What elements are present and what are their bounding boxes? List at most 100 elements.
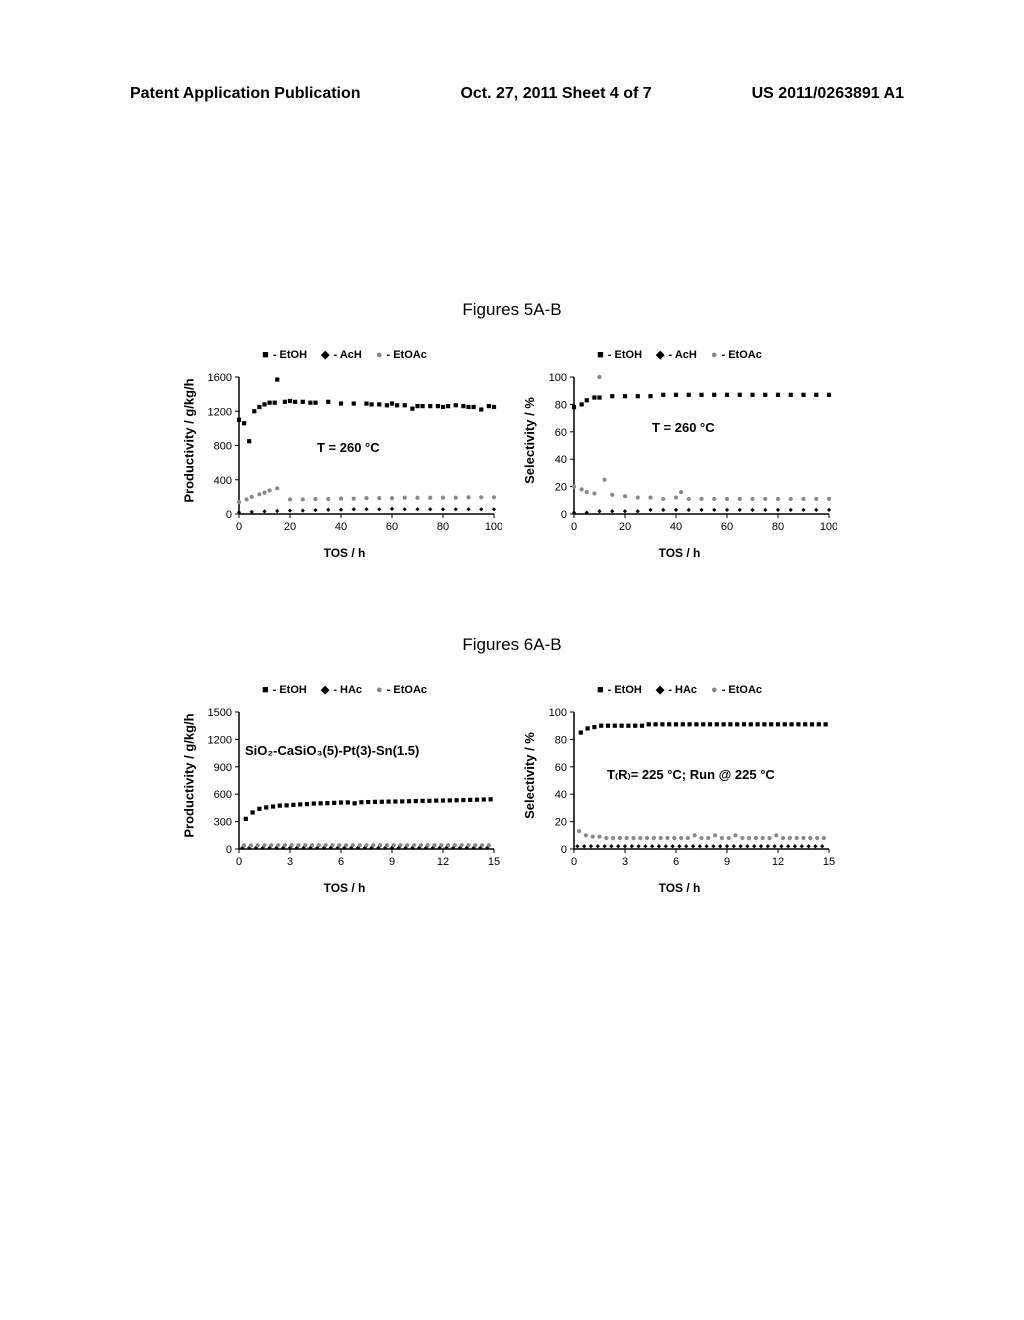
- xlabel-5b: TOS / h: [522, 546, 837, 560]
- legend-item-etoh: ■- EtOH: [262, 348, 307, 361]
- svg-text:100: 100: [485, 521, 502, 533]
- legend-item-etoac: ●- EtOAc: [376, 348, 427, 361]
- svg-text:20: 20: [284, 521, 296, 533]
- legend-item-etoac: ●- EtOAc: [376, 683, 427, 696]
- chart-5a-box: ■- EtOH ◆- AcH ●- EtOAc Productivity / g…: [187, 348, 502, 560]
- svg-text:3: 3: [287, 856, 293, 868]
- svg-text:15: 15: [823, 856, 835, 868]
- annotation-5b: T = 260 °C: [652, 420, 715, 435]
- svg-text:80: 80: [772, 521, 784, 533]
- square-icon: ■: [597, 684, 604, 696]
- svg-text:80: 80: [437, 521, 449, 533]
- xlabel-5a: TOS / h: [187, 546, 502, 560]
- svg-text:600: 600: [214, 789, 232, 801]
- svg-text:3: 3: [622, 856, 628, 868]
- svg-text:400: 400: [214, 475, 232, 487]
- svg-text:6: 6: [673, 856, 679, 868]
- svg-text:9: 9: [724, 856, 730, 868]
- svg-text:0: 0: [571, 856, 577, 868]
- svg-text:1500: 1500: [208, 707, 232, 719]
- svg-text:20: 20: [555, 482, 567, 494]
- svg-text:1200: 1200: [208, 734, 232, 746]
- diamond-icon: ◆: [656, 348, 664, 361]
- ylabel-5a: Productivity / g/kg/h: [182, 378, 197, 502]
- svg-text:300: 300: [214, 817, 232, 829]
- svg-text:0: 0: [236, 856, 242, 868]
- square-icon: ■: [262, 684, 269, 696]
- circle-icon: ●: [376, 684, 383, 696]
- legend-5b: ■- EtOH ◆- AcH ●- EtOAc: [522, 348, 837, 361]
- ylabel-5b: Selectivity / %: [522, 397, 537, 484]
- legend-item-etoac: ●- EtOAc: [711, 683, 762, 696]
- legend-item-etoh: ■- EtOH: [597, 683, 642, 696]
- legend-6a: ■- EtOH ◆- HAc ●- EtOAc: [187, 683, 502, 696]
- svg-text:1600: 1600: [208, 372, 232, 384]
- header-right: US 2011/0263891 A1: [752, 85, 904, 103]
- svg-text:900: 900: [214, 762, 232, 774]
- svg-text:0: 0: [561, 509, 567, 521]
- xlabel-6b: TOS / h: [522, 881, 837, 895]
- chart-5b-svg: 0 20 40 60 80 100 0 20 40 60 80 100: [522, 367, 837, 542]
- svg-text:12: 12: [437, 856, 449, 868]
- svg-text:40: 40: [555, 454, 567, 466]
- svg-text:100: 100: [820, 521, 837, 533]
- svg-text:100: 100: [549, 372, 567, 384]
- svg-text:40: 40: [335, 521, 347, 533]
- diamond-icon: ◆: [321, 683, 329, 696]
- svg-text:60: 60: [386, 521, 398, 533]
- chart-6b-box: ■- EtOH ◆- HAc ●- EtOAc Selectivity / % …: [522, 683, 837, 895]
- svg-text:0: 0: [236, 521, 242, 533]
- legend-item-ach: ◆- AcH: [656, 348, 697, 361]
- svg-text:80: 80: [555, 734, 567, 746]
- square-icon: ■: [597, 349, 604, 361]
- legend-item-ach: ◆- AcH: [321, 348, 362, 361]
- legend-item-hac: ◆- HAc: [656, 683, 697, 696]
- svg-text:60: 60: [555, 427, 567, 439]
- svg-text:100: 100: [549, 707, 567, 719]
- svg-text:15: 15: [488, 856, 500, 868]
- circle-icon: ●: [376, 349, 383, 361]
- legend-item-etoac: ●- EtOAc: [711, 348, 762, 361]
- svg-text:9: 9: [389, 856, 395, 868]
- ylabel-6a: Productivity / g/kg/h: [182, 713, 197, 837]
- svg-text:60: 60: [555, 762, 567, 774]
- chart-6a-svg: 0 300 600 900 1200 1500 0 3 6 9 12 15: [187, 702, 502, 877]
- page-content: Figures 5A-B ■- EtOH ◆- AcH ●- EtOAc Pro…: [0, 260, 1024, 907]
- svg-text:20: 20: [619, 521, 631, 533]
- circle-icon: ●: [711, 684, 718, 696]
- chart-6b-svg: 0 20 40 60 80 100 0 3 6 9 12 15: [522, 702, 837, 877]
- xlabel-6a: TOS / h: [187, 881, 502, 895]
- svg-text:80: 80: [555, 399, 567, 411]
- svg-text:20: 20: [555, 817, 567, 829]
- legend-item-etoh: ■- EtOH: [262, 683, 307, 696]
- chart-6a-box: ■- EtOH ◆- HAc ●- EtOAc Productivity / g…: [187, 683, 502, 895]
- svg-text:12: 12: [772, 856, 784, 868]
- svg-text:40: 40: [670, 521, 682, 533]
- legend-5a: ■- EtOH ◆- AcH ●- EtOAc: [187, 348, 502, 361]
- svg-text:40: 40: [555, 789, 567, 801]
- svg-text:1200: 1200: [208, 406, 232, 418]
- annotation-6b: T₍R₎= 225 °C; Run @ 225 °C: [607, 767, 775, 783]
- chart-5b-box: ■- EtOH ◆- AcH ●- EtOAc Selectivity / % …: [522, 348, 837, 560]
- svg-text:0: 0: [226, 844, 232, 856]
- diamond-icon: ◆: [656, 683, 664, 696]
- svg-text:6: 6: [338, 856, 344, 868]
- svg-text:0: 0: [561, 844, 567, 856]
- ylabel-6b: Selectivity / %: [522, 732, 537, 819]
- figure-title-6: Figures 6A-B: [0, 635, 1024, 655]
- svg-text:0: 0: [571, 521, 577, 533]
- header-center: Oct. 27, 2011 Sheet 4 of 7: [460, 85, 651, 103]
- svg-text:800: 800: [214, 441, 232, 453]
- legend-item-hac: ◆- HAc: [321, 683, 362, 696]
- figure-row-6: ■- EtOH ◆- HAc ●- EtOAc Productivity / g…: [0, 683, 1024, 895]
- svg-text:60: 60: [721, 521, 733, 533]
- figure-row-5: ■- EtOH ◆- AcH ●- EtOAc Productivity / g…: [0, 348, 1024, 560]
- legend-item-etoh: ■- EtOH: [597, 348, 642, 361]
- figure-title-5: Figures 5A-B: [0, 300, 1024, 320]
- square-icon: ■: [262, 349, 269, 361]
- annotation-5a: T = 260 °C: [317, 440, 380, 455]
- circle-icon: ●: [711, 349, 718, 361]
- legend-6b: ■- EtOH ◆- HAc ●- EtOAc: [522, 683, 837, 696]
- page-header: Patent Application Publication Oct. 27, …: [0, 85, 1024, 103]
- annotation-6a: SiO₂-CaSiO₃(5)-Pt(3)-Sn(1.5): [245, 743, 419, 758]
